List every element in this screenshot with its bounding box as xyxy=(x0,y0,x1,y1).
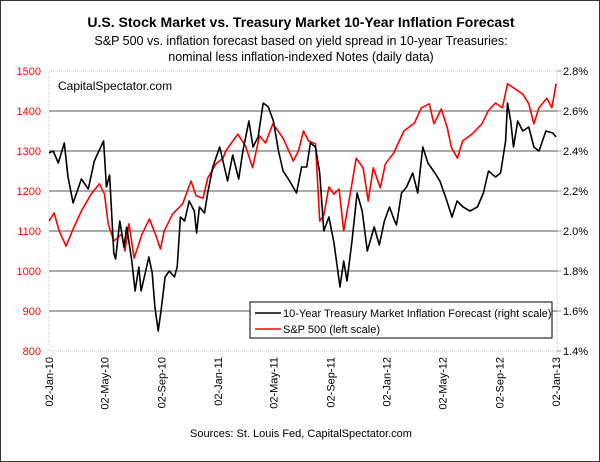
x-tick-label: 02-Jan-13 xyxy=(551,357,563,407)
legend-label-inflation: 10-Year Treasury Market Inflation Foreca… xyxy=(283,308,552,320)
legend: 10-Year Treasury Market Inflation Foreca… xyxy=(249,301,553,339)
legend-box xyxy=(249,301,553,339)
y-left-tick-label: 1300 xyxy=(17,146,41,158)
y-right-tick-label: 2.4% xyxy=(563,146,588,158)
y-right-tick-label: 1.6% xyxy=(563,306,588,318)
x-tick-label: 02-Jan-11 xyxy=(213,357,225,406)
series-lines xyxy=(48,83,557,332)
y-left-tick-label: 800 xyxy=(23,346,41,358)
chart-subtitle-line-1: S&P 500 vs. inflation forecast based on … xyxy=(94,34,507,48)
axis-ticks: 800 1.4% 900 1.6% 1000 1.8% 1100 2.0% 1200 2.2% 13… xyxy=(17,66,589,410)
y-right-tick-label: 2.0% xyxy=(563,226,588,238)
x-tick-label: 02-May-11 xyxy=(268,357,280,409)
y-left-tick-label: 900 xyxy=(23,306,41,318)
x-tick-label: 02-Sep-11 xyxy=(325,357,337,408)
y-left-tick-label: 1000 xyxy=(17,266,41,278)
chart-title: U.S. Stock Market vs. Treasury Market 10… xyxy=(87,14,515,30)
plot-area xyxy=(48,70,558,352)
chart-subtitle-line-2: nominal less inflation-indexed Notes (da… xyxy=(168,50,433,64)
watermark: CapitalSpectator.com xyxy=(58,79,172,93)
source-note: Sources: St. Louis Fed, CapitalSpectator… xyxy=(190,428,412,440)
y-left-tick-label: 1200 xyxy=(17,186,41,198)
y-right-tick-label: 2.8% xyxy=(563,66,588,78)
y-left-tick-label: 1400 xyxy=(17,106,41,118)
y-right-tick-label: 1.8% xyxy=(563,266,588,278)
y-right-tick-label: 2.2% xyxy=(563,186,588,198)
gridlines xyxy=(49,110,557,312)
x-tick-label: 02-May-10 xyxy=(100,357,112,410)
x-tick-label: 02-Sep-10 xyxy=(156,357,168,408)
y-left-tick-label: 1100 xyxy=(17,226,41,238)
sp500-line xyxy=(48,83,557,259)
y-left-tick-label: 1500 xyxy=(17,66,41,78)
x-tick-label: 02-Sep-12 xyxy=(495,357,507,408)
y-right-tick-label: 1.4% xyxy=(563,346,588,358)
x-tick-label: 02-Jan-12 xyxy=(382,357,394,407)
legend-label-sp500: S&P 500 (left scale) xyxy=(283,324,380,336)
y-right-tick-label: 2.6% xyxy=(563,106,588,118)
x-tick-label: 02-Jan-10 xyxy=(44,357,56,407)
inflation-forecast-line xyxy=(48,102,557,332)
x-tick-label: 02-May-12 xyxy=(438,357,450,410)
